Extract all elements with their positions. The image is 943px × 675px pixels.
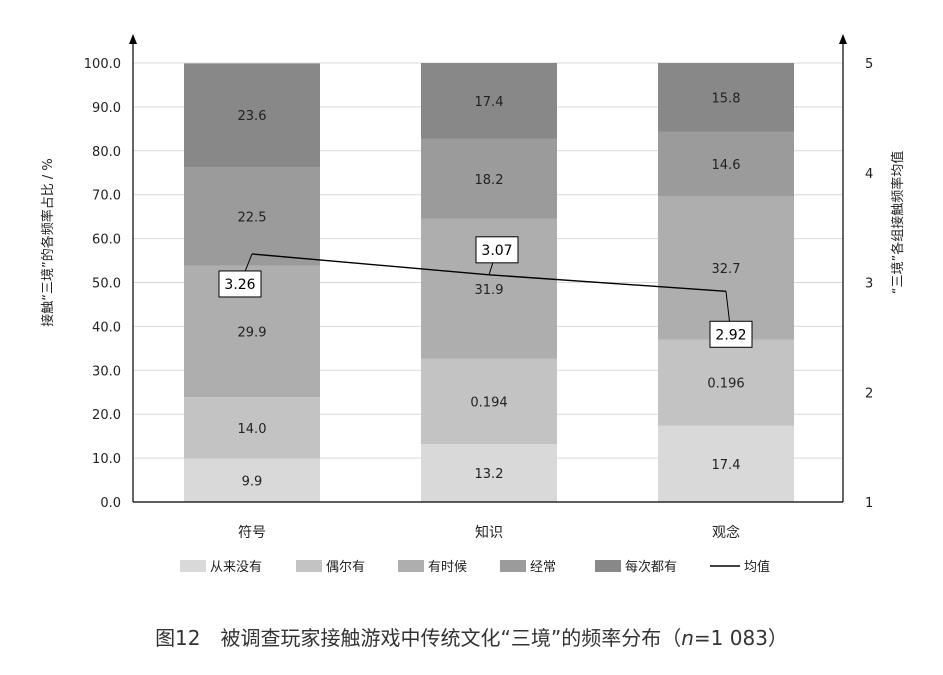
bar-segment [184,63,320,168]
callout-box [709,320,753,348]
y-tick-label: 40.0 [92,320,121,335]
data-label: 13.2 [475,467,504,482]
bar-segment [658,63,794,132]
y2-tick-label: 3 [865,277,873,292]
bar-segment [658,425,794,502]
data-label: 18.2 [475,173,504,188]
chart: 9.9 14.0 29.9 22.5 23.6 13.2 0.194 31.9 18.2 17.4… [40,34,906,575]
y-tick-label: 20.0 [92,408,121,423]
callout-box [475,236,519,264]
legend-label: 偶尔有 [326,560,365,575]
legend-swatch [398,560,424,572]
caption-suffix: =1 083） [693,626,788,650]
bars: 9.9 14.0 29.9 22.5 23.6 13.2 0.194 31.9 18.2 17.4… [184,63,794,502]
y2-axis-title: “三境”各组接触频率均值 [890,151,906,294]
mean-value-label: 2.92 [715,327,746,343]
data-label: 32.7 [712,262,741,277]
legend-label: 每次都有 [625,559,677,575]
callout-box [218,270,262,298]
bar-segment [421,358,557,445]
mean-value-label: 3.07 [481,243,512,259]
data-label: 14.6 [712,158,741,173]
bar-segment [421,138,557,219]
caption-prefix: 图12 被调查玩家接触游戏中传统文化“三境”的频率分布（ [155,626,682,650]
bar-segment [184,167,320,266]
y-tick-label: 10.0 [92,452,121,467]
category-label: 符号 [238,525,266,541]
bar-segment [421,63,557,139]
bar-segment [184,397,320,459]
data-label: 29.9 [238,325,267,340]
legend-label: 经常 [530,560,556,575]
data-label: 23.6 [238,109,267,124]
figure-caption: 图12 被调查玩家接触游戏中传统文化“三境”的频率分布（n=1 083） [0,622,943,651]
data-label: 17.4 [475,95,504,110]
category-label: 知识 [475,524,503,541]
mean-value-label: 3.26 [224,277,255,293]
y2-axis-arrow [839,34,847,44]
legend-swatch [500,560,526,572]
y-tick-label: 100.0 [84,57,121,72]
bar-segment [658,196,794,340]
y-axis-arrow [129,34,137,44]
y-tick-label: 90.0 [92,101,121,116]
caption-n: n [681,626,694,650]
legend-label: 均值 [744,559,770,575]
legend-swatch [180,560,206,572]
data-label: 14.0 [238,422,267,437]
bar-segment [421,444,557,502]
data-label: 9.9 [242,474,263,489]
data-label: 0.194 [470,395,507,410]
bar-segment [658,339,794,426]
legend: 从来没有 偶尔有 有时候 经常 每次都有 均值 [180,559,770,575]
y-tick-label: 50.0 [92,277,121,292]
data-label: 0.196 [707,377,744,392]
data-label: 22.5 [238,210,267,225]
bar-segment [184,458,320,502]
y-tick-label: 30.0 [92,364,121,379]
axes: 0.0 10.0 20.0 30.0 40.0 50.0 60.0 70.0 80.0 90.0 1… [40,34,906,541]
y-tick-label: 0.0 [100,496,121,511]
data-label: 31.9 [475,283,504,298]
y-tick-label: 60.0 [92,233,121,248]
y2-tick-label: 4 [865,167,873,182]
data-label: 17.4 [712,458,741,473]
legend-label: 有时候 [428,560,467,575]
legend-swatch [595,560,621,572]
category-label: 观念 [712,524,740,541]
legend-label: 从来没有 [210,560,262,575]
y-axis-title: 接触“三境”的各频率占比 / % [40,158,56,326]
data-label: 15.8 [712,91,741,106]
y-tick-label: 80.0 [92,145,121,160]
y2-tick-label: 5 [865,57,873,72]
mean-line-group: 3.26 3.07 2.92 [218,236,753,348]
y2-tick-label: 1 [865,496,873,511]
legend-swatch [296,560,322,572]
bar-segment [658,131,794,197]
y2-tick-label: 2 [865,386,873,401]
y-tick-label: 70.0 [92,189,121,204]
